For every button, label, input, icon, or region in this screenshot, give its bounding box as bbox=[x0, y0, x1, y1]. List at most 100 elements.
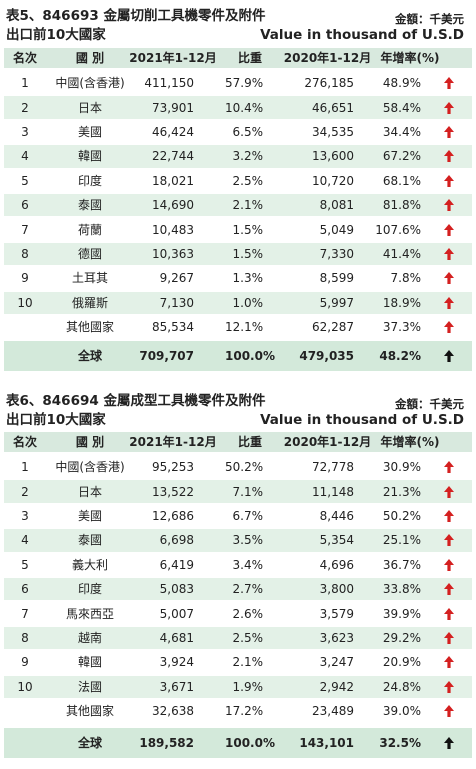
cell: 5,007 bbox=[159, 606, 194, 621]
cell: 1.0% bbox=[232, 295, 264, 310]
cell: 48.9% bbox=[382, 76, 421, 91]
row-bg bbox=[4, 626, 472, 650]
cell: 32,638 bbox=[152, 704, 194, 719]
unit: 金額：千美元 bbox=[395, 397, 464, 411]
row-bg bbox=[4, 145, 472, 168]
rank: 3 bbox=[21, 509, 29, 523]
cell: 39.9% bbox=[382, 606, 421, 621]
table-title: 表6、846694 金屬成型工具機零件及附件 bbox=[6, 393, 266, 409]
cell: 189,582 bbox=[139, 736, 194, 750]
country: 俄羅斯 bbox=[71, 295, 108, 310]
cell: 39.0% bbox=[382, 704, 421, 719]
country: 義大利 bbox=[71, 557, 108, 572]
rank: 3 bbox=[21, 125, 29, 139]
country: 全球 bbox=[77, 349, 102, 363]
cell: 21.3% bbox=[382, 484, 421, 499]
cell: 73,901 bbox=[152, 100, 194, 115]
up-arrow bbox=[444, 296, 454, 309]
country: 印度 bbox=[77, 173, 102, 188]
cell: 6,698 bbox=[159, 533, 194, 548]
up-arrow bbox=[444, 321, 454, 334]
cell: 709,707 bbox=[139, 349, 194, 363]
rank: 7 bbox=[21, 606, 29, 621]
cell: 1.3% bbox=[232, 271, 264, 286]
up-arrow bbox=[444, 101, 454, 114]
cell: 276,185 bbox=[304, 76, 354, 91]
up-arrow bbox=[444, 461, 454, 474]
cell: 4,681 bbox=[159, 631, 194, 645]
cell: 30.9% bbox=[382, 460, 421, 475]
cell: 2,942 bbox=[319, 679, 354, 694]
cell: 67.2% bbox=[382, 149, 421, 164]
table-title: 表5、846693 金屬切削工具機零件及附件 bbox=[6, 8, 266, 24]
row-bg bbox=[4, 242, 472, 266]
country: 荷蘭 bbox=[77, 222, 102, 237]
cell: 411,150 bbox=[144, 76, 194, 91]
country: 中國(含香港) bbox=[55, 76, 125, 91]
cell: 10,363 bbox=[152, 247, 194, 261]
country: 法國 bbox=[77, 679, 102, 694]
cell: 12,686 bbox=[152, 509, 194, 523]
up-arrow bbox=[444, 485, 454, 498]
cell: 2.5% bbox=[232, 631, 264, 645]
column-header: 國 別 bbox=[75, 51, 105, 65]
row-bg bbox=[4, 529, 472, 552]
up-arrow bbox=[444, 223, 454, 236]
rank: 4 bbox=[21, 149, 29, 164]
cell: 3,579 bbox=[319, 606, 354, 621]
cell: 14,690 bbox=[152, 198, 194, 213]
up-arrow bbox=[444, 350, 454, 362]
cell: 48.2% bbox=[379, 349, 421, 363]
cell: 13,600 bbox=[312, 149, 354, 164]
column-header: 年增率(%) bbox=[380, 51, 440, 65]
cell: 5,049 bbox=[319, 222, 354, 237]
cell: 18,021 bbox=[152, 173, 194, 188]
cell: 2.1% bbox=[232, 655, 264, 670]
cell: 10,720 bbox=[312, 173, 354, 188]
cell: 2.6% bbox=[232, 606, 264, 621]
country: 越南 bbox=[77, 631, 102, 645]
rank: 1 bbox=[21, 460, 29, 475]
column-header: 年增率(%) bbox=[380, 435, 440, 449]
column-header: 2020年1-12月 bbox=[283, 51, 372, 65]
country: 泰國 bbox=[77, 198, 102, 213]
row-bg bbox=[4, 578, 472, 601]
cell: 3,671 bbox=[159, 679, 194, 694]
up-arrow bbox=[444, 656, 454, 669]
cell: 62,287 bbox=[312, 320, 354, 335]
cell: 17.2% bbox=[225, 704, 264, 719]
rank: 9 bbox=[21, 655, 29, 670]
rank: 8 bbox=[21, 631, 29, 645]
cell: 46,651 bbox=[312, 100, 354, 115]
cell: 85,534 bbox=[152, 320, 194, 335]
cell: 20.9% bbox=[382, 655, 421, 670]
up-arrow bbox=[444, 510, 454, 522]
cell: 32.5% bbox=[379, 736, 421, 750]
cell: 3.5% bbox=[232, 533, 264, 548]
country: 馬來西亞 bbox=[65, 606, 114, 621]
country: 美國 bbox=[77, 125, 102, 139]
country: 韓國 bbox=[77, 655, 102, 670]
up-arrow bbox=[444, 558, 454, 571]
cell: 13,522 bbox=[152, 484, 194, 499]
country: 全球 bbox=[77, 736, 102, 750]
row-bg bbox=[4, 480, 472, 503]
cell: 2.7% bbox=[232, 582, 264, 597]
up-arrow bbox=[444, 534, 454, 547]
cell: 4,696 bbox=[319, 557, 354, 572]
rank: 5 bbox=[21, 173, 29, 188]
cell: 72,778 bbox=[312, 460, 354, 475]
header-bg bbox=[4, 432, 472, 452]
column-header: 2021年1-12月 bbox=[129, 435, 217, 449]
cell: 5,083 bbox=[159, 582, 194, 597]
up-arrow bbox=[444, 737, 454, 749]
row-bg bbox=[4, 291, 472, 314]
up-arrow bbox=[444, 174, 454, 187]
rank: 6 bbox=[21, 198, 29, 213]
country: 日本 bbox=[77, 100, 102, 115]
cell: 50.2% bbox=[225, 460, 264, 475]
cell: 36.7% bbox=[382, 557, 421, 572]
cell: 7.8% bbox=[390, 271, 422, 286]
cell: 100.0% bbox=[225, 736, 275, 750]
